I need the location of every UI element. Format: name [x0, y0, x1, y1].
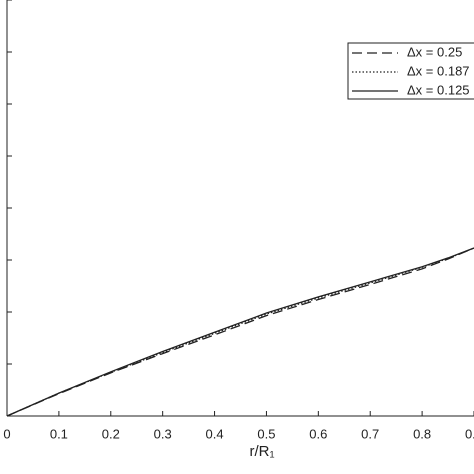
- x-tick-label: 0.1: [50, 426, 68, 441]
- legend-label: Δx = 0.125: [407, 82, 470, 97]
- x-tick-label: 0: [3, 426, 10, 441]
- series-line: [6, 247, 474, 417]
- legend: Δx = 0.25 Δx = 0.187 Δx = 0.125: [347, 42, 474, 100]
- x-tick-label: 0.5: [257, 426, 275, 441]
- series-line: [6, 247, 474, 417]
- x-tick-label: 0.3: [154, 426, 172, 441]
- x-tick-label: 0.6: [309, 426, 327, 441]
- legend-label: Δx = 0.25: [407, 44, 462, 59]
- legend-box: [347, 42, 474, 100]
- x-tick-label: 0.2: [102, 426, 120, 441]
- x-tick-label: 0.4: [206, 426, 224, 441]
- legend-label: Δx = 0.187: [407, 63, 470, 78]
- x-tick-label: 0.9: [465, 426, 474, 441]
- series-line: [6, 247, 474, 417]
- x-tick-label: 0.7: [361, 426, 379, 441]
- x-axis-label: r/R₁: [249, 443, 274, 460]
- x-tick-label: 0.8: [413, 426, 431, 441]
